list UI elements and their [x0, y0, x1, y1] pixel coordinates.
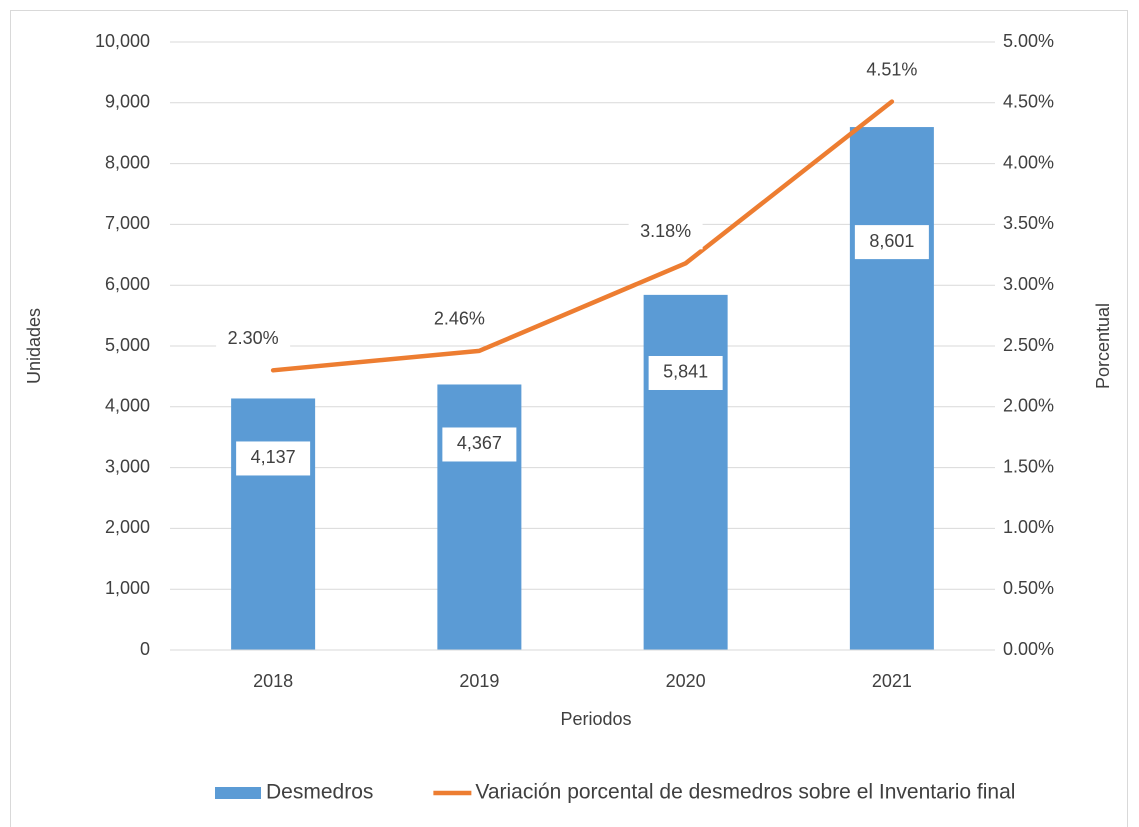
y-tick-label: 5,000 — [105, 335, 150, 355]
x-axis-title: Periodos — [560, 709, 631, 729]
legend-label: Desmedros — [266, 781, 373, 804]
line-value-label-box — [854, 53, 929, 88]
legend-label: Variación porcental de desmedros sobre e… — [475, 781, 1015, 804]
bar-value-label: 5,841 — [663, 362, 708, 382]
y-axis-title: Unidades — [24, 308, 44, 384]
y-tick-label: 7,000 — [105, 213, 150, 233]
y-tick-label: 4,000 — [105, 396, 150, 416]
x-tick-label: 2018 — [253, 671, 293, 691]
y2-tick-label: 1.00% — [1003, 517, 1054, 537]
y2-tick-label: 2.50% — [1003, 335, 1054, 355]
chart-border — [10, 10, 1128, 827]
line-value-label-box — [422, 302, 497, 337]
bar-value-label-box — [442, 427, 517, 462]
y-tick-label: 8,000 — [105, 152, 150, 172]
bar-value-label: 4,137 — [251, 447, 296, 467]
bar — [231, 398, 316, 650]
y-tick-label: 0 — [140, 639, 150, 659]
y2-axis-title: Porcentual — [1093, 303, 1113, 389]
x-tick-label: 2019 — [459, 671, 499, 691]
line-value-label: 2.46% — [434, 309, 485, 329]
y2-tick-label: 0.00% — [1003, 639, 1054, 659]
y-tick-label: 2,000 — [105, 517, 150, 537]
bar-value-label: 4,367 — [457, 433, 502, 453]
y-tick-label: 10,000 — [95, 31, 150, 51]
x-tick-label: 2020 — [666, 671, 706, 691]
y-tick-label: 6,000 — [105, 274, 150, 294]
line-value-label: 2.30% — [228, 328, 279, 348]
y2-tick-label: 3.00% — [1003, 274, 1054, 294]
legend-swatch — [215, 787, 261, 799]
bar-value-label-box — [854, 225, 929, 260]
y2-tick-label: 4.00% — [1003, 152, 1054, 172]
x-tick-label: 2021 — [872, 671, 912, 691]
line — [270, 99, 895, 373]
bar-value-label-box — [236, 441, 311, 476]
bar — [437, 384, 522, 650]
bar-value-label: 8,601 — [869, 231, 914, 251]
y2-tick-label: 4.50% — [1003, 92, 1054, 112]
line-value-label-box — [628, 215, 703, 250]
line-value-label: 3.18% — [640, 221, 691, 241]
y2-tick-label: 3.50% — [1003, 213, 1054, 233]
y2-tick-label: 1.50% — [1003, 456, 1054, 476]
line-value-label: 4.51% — [866, 59, 917, 79]
y-tick-label: 9,000 — [105, 92, 150, 112]
line-value-label-box — [216, 322, 291, 357]
y2-tick-label: 2.00% — [1003, 396, 1054, 416]
bar — [849, 127, 934, 650]
y-tick-label: 3,000 — [105, 456, 150, 476]
bar-value-label-box — [648, 355, 723, 390]
y-tick-label: 1,000 — [105, 578, 150, 598]
y2-tick-label: 5.00% — [1003, 31, 1054, 51]
y2-tick-label: 0.50% — [1003, 578, 1054, 598]
bar — [643, 294, 728, 650]
